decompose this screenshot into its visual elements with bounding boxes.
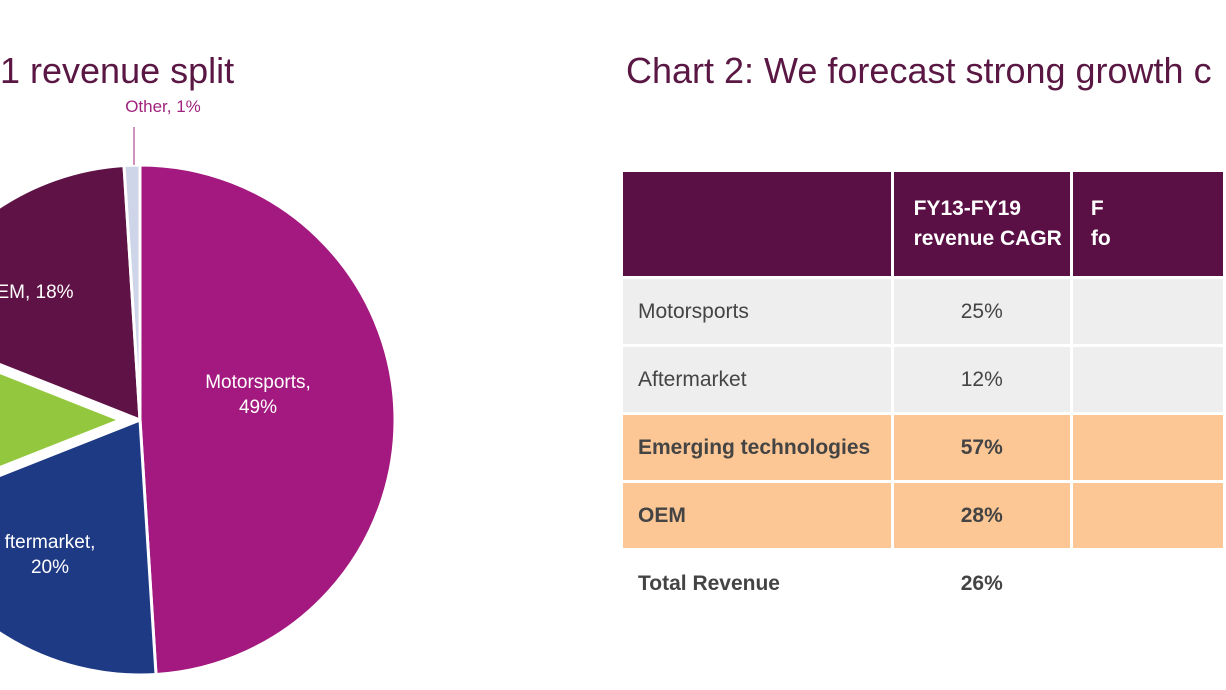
- row-forecast: [1072, 347, 1223, 412]
- pie-slice-aftermarket: [0, 417, 158, 677]
- pie-slice-other: [122, 163, 142, 421]
- pie-slice-oem: [0, 163, 142, 423]
- row-segment: Motorsports: [623, 279, 891, 344]
- header-forecast-line1: F: [1090, 197, 1104, 220]
- row-cagr: 12%: [893, 347, 1070, 412]
- chart1-title: 1 revenue split: [0, 50, 235, 91]
- row-cagr: 57%: [893, 415, 1070, 480]
- header-segment-cell: [623, 172, 891, 276]
- header-cagr-line2: revenue CAGR: [913, 227, 1062, 250]
- growth-table: FY13-FY19 revenue CAGR F fo Motorsports …: [620, 169, 1226, 619]
- table-row: Aftermarket 12%: [623, 347, 1223, 412]
- row-segment: OEM: [623, 483, 891, 548]
- pie-label-aftermarket: ftermarket, 20%: [5, 532, 96, 578]
- revenue-pie-chart: Motorsports, 49% ftermarket, 20% EM, 18% Othe…: [0, 97, 397, 677]
- table-row: OEM 28%: [623, 483, 1223, 548]
- table-row: Motorsports 25%: [623, 279, 1223, 344]
- pie-label-other: Other, 1%: [125, 97, 201, 116]
- pie-label-oem: EM, 18%: [0, 282, 74, 303]
- row-forecast: [1072, 483, 1223, 548]
- table-row: Emerging technologies 57%: [623, 415, 1223, 480]
- header-forecast-line2: fo: [1090, 227, 1111, 250]
- header-cagr-cell: FY13-FY19 revenue CAGR: [893, 172, 1070, 276]
- pie-slice-motorsports: [138, 163, 397, 677]
- pie-label-motorsports: Motorsports, 49%: [205, 372, 311, 418]
- header-cagr-line1: FY13-FY19: [913, 197, 1021, 220]
- pie-slice-emerging-technologies: [0, 370, 125, 470]
- table-header-row: FY13-FY19 revenue CAGR F fo: [623, 172, 1223, 276]
- row-cagr: 25%: [893, 279, 1070, 344]
- pie-slices: [0, 163, 397, 677]
- chart2-title: Chart 2: We forecast strong growth c: [626, 50, 1212, 91]
- row-segment: Emerging technologies: [623, 415, 891, 480]
- row-cagr: 26%: [893, 551, 1070, 616]
- header-forecast-cell: F fo: [1072, 172, 1223, 276]
- row-segment: Total Revenue: [623, 551, 891, 616]
- pie-labels: Motorsports, 49% ftermarket, 20% EM, 18% Othe…: [0, 97, 311, 578]
- row-forecast: [1072, 551, 1223, 616]
- row-segment: Aftermarket: [623, 347, 891, 412]
- row-cagr: 28%: [893, 483, 1070, 548]
- row-forecast: [1072, 415, 1223, 480]
- row-forecast: [1072, 279, 1223, 344]
- table-row: Total Revenue 26%: [623, 551, 1223, 616]
